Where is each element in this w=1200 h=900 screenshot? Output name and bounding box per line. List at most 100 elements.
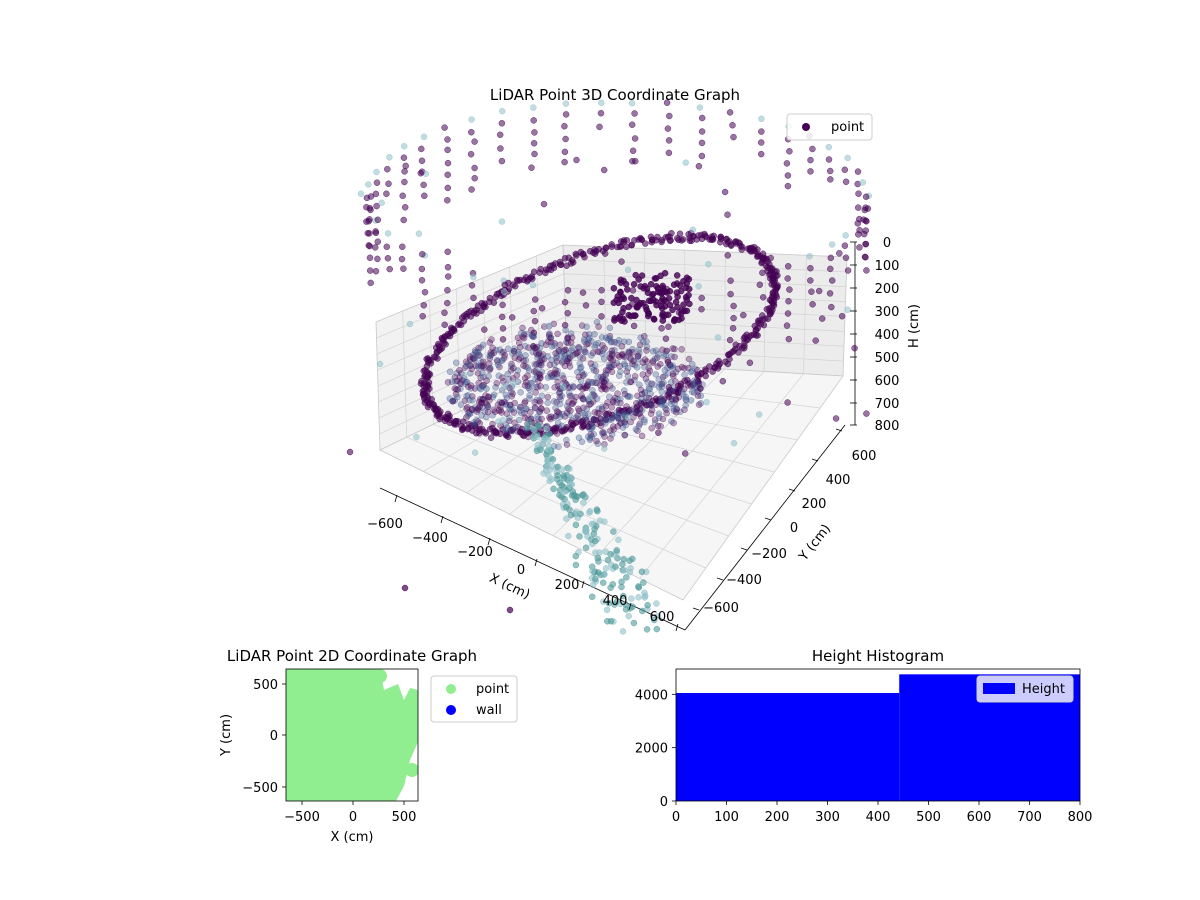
point-3d-marker	[420, 302, 428, 309]
point-3d-marker	[643, 626, 651, 633]
point-3d-marker	[567, 426, 574, 433]
point-3d-marker	[679, 236, 687, 243]
point-3d-marker	[468, 186, 475, 193]
point-3d-marker	[378, 199, 385, 207]
point-3d-marker	[444, 159, 452, 167]
point-3d-marker	[550, 398, 558, 405]
point-3d-marker	[534, 433, 541, 441]
point-3d-marker	[452, 359, 460, 366]
legend-3d: point	[786, 113, 873, 141]
point-2d-marker	[381, 779, 395, 793]
point-3d-marker	[608, 241, 615, 248]
point-3d-marker	[531, 368, 538, 375]
point-3d-marker	[639, 371, 647, 378]
point-3d-marker	[509, 281, 517, 288]
point-3d-marker	[444, 379, 452, 386]
y-tick-label: 600	[852, 449, 877, 464]
point-3d-marker	[681, 307, 688, 315]
point-3d-marker	[632, 271, 639, 279]
point-3d-marker	[656, 361, 664, 368]
point-3d-marker	[729, 121, 736, 129]
point-3d-marker	[650, 616, 658, 624]
point-3d-marker	[654, 422, 662, 430]
point-3d-marker	[836, 250, 843, 257]
point-3d-marker	[568, 400, 576, 407]
point-3d-marker	[615, 337, 623, 344]
histogram-bars	[676, 674, 1080, 801]
point-3d-marker	[633, 363, 641, 371]
legend-point-marker	[446, 684, 456, 694]
point-3d-marker	[500, 348, 507, 356]
point-3d-marker	[553, 430, 561, 437]
point-3d-marker	[516, 344, 524, 351]
point-3d-marker	[564, 339, 571, 347]
point-3d-marker	[538, 361, 545, 369]
point-3d-marker	[597, 422, 605, 430]
point-3d-marker	[630, 322, 638, 330]
point-3d-marker	[608, 368, 616, 376]
point-3d-marker	[468, 406, 476, 413]
y-tick-label: −200	[751, 547, 787, 562]
point-3d-marker	[600, 418, 607, 426]
point-3d-marker	[628, 595, 635, 602]
point-3d-marker	[642, 240, 649, 247]
point-3d-marker	[736, 240, 743, 247]
point-3d-marker	[574, 418, 581, 426]
point-3d-marker	[666, 288, 674, 295]
point-3d-marker	[463, 414, 470, 421]
point-3d-marker	[695, 401, 703, 408]
point-3d-marker	[385, 180, 392, 188]
point-3d-marker	[466, 397, 473, 404]
point-3d-marker	[371, 244, 379, 251]
point-3d-marker	[357, 190, 365, 198]
point-3d-marker	[662, 335, 670, 342]
point-3d-marker	[413, 433, 420, 441]
point-3d-marker	[665, 323, 672, 331]
z-tick-label: 400	[875, 328, 900, 343]
point-3d-marker	[726, 109, 734, 116]
z-tick-label: 600	[875, 374, 900, 389]
point-3d-marker	[653, 301, 660, 309]
point-3d-marker	[374, 216, 382, 224]
point-3d-marker	[477, 344, 485, 351]
point-3d-marker	[444, 299, 451, 307]
point-3d-marker	[630, 619, 638, 627]
point-3d-marker	[589, 387, 596, 394]
point-3d-marker	[486, 364, 494, 372]
point-3d-marker	[425, 356, 433, 364]
point-3d-marker	[668, 229, 675, 237]
point-3d-marker	[698, 139, 706, 147]
point-3d-marker	[689, 382, 697, 390]
point-3d-marker	[526, 395, 533, 402]
point-3d-marker	[812, 337, 819, 344]
point-3d-marker	[581, 253, 588, 261]
point-3d-marker	[365, 181, 372, 188]
legend-point-marker	[802, 123, 810, 131]
point-3d-marker	[570, 397, 578, 405]
point-3d-marker	[545, 472, 552, 479]
point-3d-marker	[567, 511, 575, 519]
point-3d-marker	[563, 515, 570, 522]
point-3d-marker	[510, 364, 517, 372]
point-3d-marker	[635, 346, 643, 354]
point-3d-marker	[531, 398, 539, 406]
point-3d-marker	[721, 188, 729, 196]
point-3d-marker	[384, 255, 392, 262]
point-3d-marker	[620, 592, 627, 600]
chart-2d-title: LiDAR Point 2D Coordinate Graph	[227, 647, 477, 665]
point-3d-marker	[641, 589, 648, 597]
point-3d-marker	[807, 277, 814, 284]
point-3d-marker	[607, 617, 615, 625]
point-3d-marker	[608, 404, 615, 411]
point-3d-marker	[489, 420, 496, 428]
z-ticks-3d: 0 100 200 300 400 500 600 700 800 H (cm)	[850, 236, 922, 434]
point-3d-marker	[641, 364, 648, 371]
point-3d-marker	[401, 178, 408, 186]
point-3d-marker	[841, 242, 849, 249]
point-3d-marker	[657, 423, 664, 430]
point-3d-marker	[566, 363, 574, 370]
point-3d-marker	[828, 241, 836, 248]
point-3d-marker	[544, 393, 552, 401]
point-3d-marker	[661, 366, 669, 374]
point-3d-marker	[620, 277, 627, 285]
